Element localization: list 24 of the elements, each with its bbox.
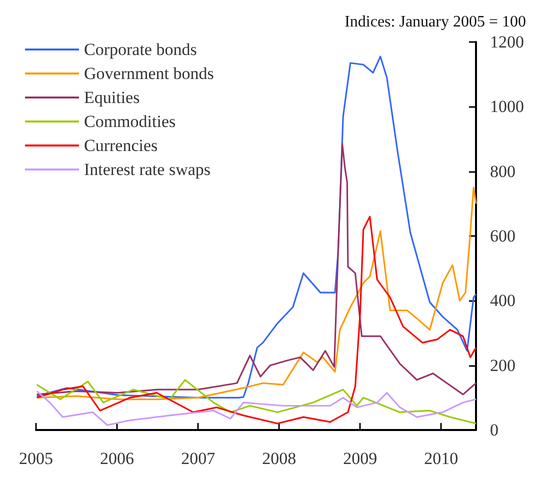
y-tick-label: 1200 [490,32,524,52]
legend-label: Interest rate swaps [84,160,211,179]
x-tick-label: 2005 [19,449,53,468]
line-series [36,216,477,424]
y-tick-label: 1000 [490,97,524,116]
y-tick-label: 200 [490,356,516,375]
line-series [36,390,477,426]
x-tick-label: 2007 [181,449,216,468]
legend-label: Government bonds [84,64,214,83]
legend-label: Currencies [84,136,158,155]
x-tick-label: 2009 [343,449,378,468]
x-tick-label: 2006 [100,449,134,468]
y-axis-title: Indices: January 2005 = 100 [344,14,526,30]
line-series [36,186,477,400]
y-tick-label: 800 [490,162,516,181]
y-tick-label: 600 [490,226,516,246]
y-tick-label: 0 [490,420,498,440]
legend-label: Corporate bonds [84,40,197,59]
x-tick-label: 2008 [262,449,296,468]
line-series [36,379,477,424]
legend-label: Equities [84,88,140,107]
legend-label: Commodities [84,112,176,131]
x-tick-label: 2010 [424,449,458,468]
y-tick-label: 400 [490,291,516,310]
